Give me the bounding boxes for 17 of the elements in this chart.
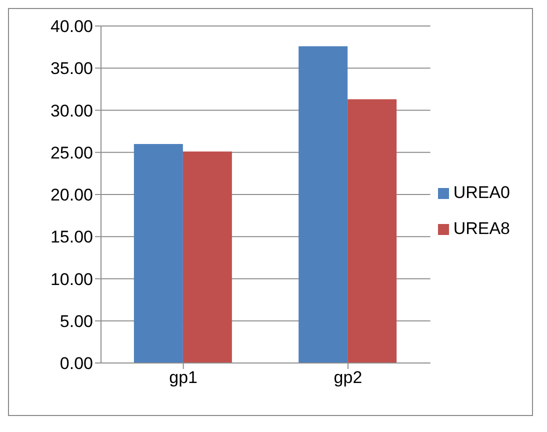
y-tick-label: 25.00 (50, 143, 93, 162)
y-tick-label: 35.00 (50, 59, 93, 78)
legend-label: UREA8 (453, 219, 510, 238)
y-tick-label: 10.00 (50, 270, 93, 289)
legend-label: UREA0 (453, 183, 510, 202)
bar (298, 46, 348, 363)
x-tick-label: gp2 (334, 368, 362, 388)
y-tick-label: 40.00 (50, 17, 93, 36)
y-tick-label: 15.00 (50, 228, 93, 247)
y-tick-label: 20.00 (50, 186, 93, 205)
bar (134, 144, 183, 363)
bar (182, 152, 232, 363)
y-tick-label: 0.00 (60, 354, 93, 374)
bar (348, 99, 397, 363)
x-tick-label: gp1 (169, 368, 198, 388)
y-tick-label: 30.00 (50, 101, 93, 120)
y-tick-label: 5.00 (60, 312, 93, 331)
